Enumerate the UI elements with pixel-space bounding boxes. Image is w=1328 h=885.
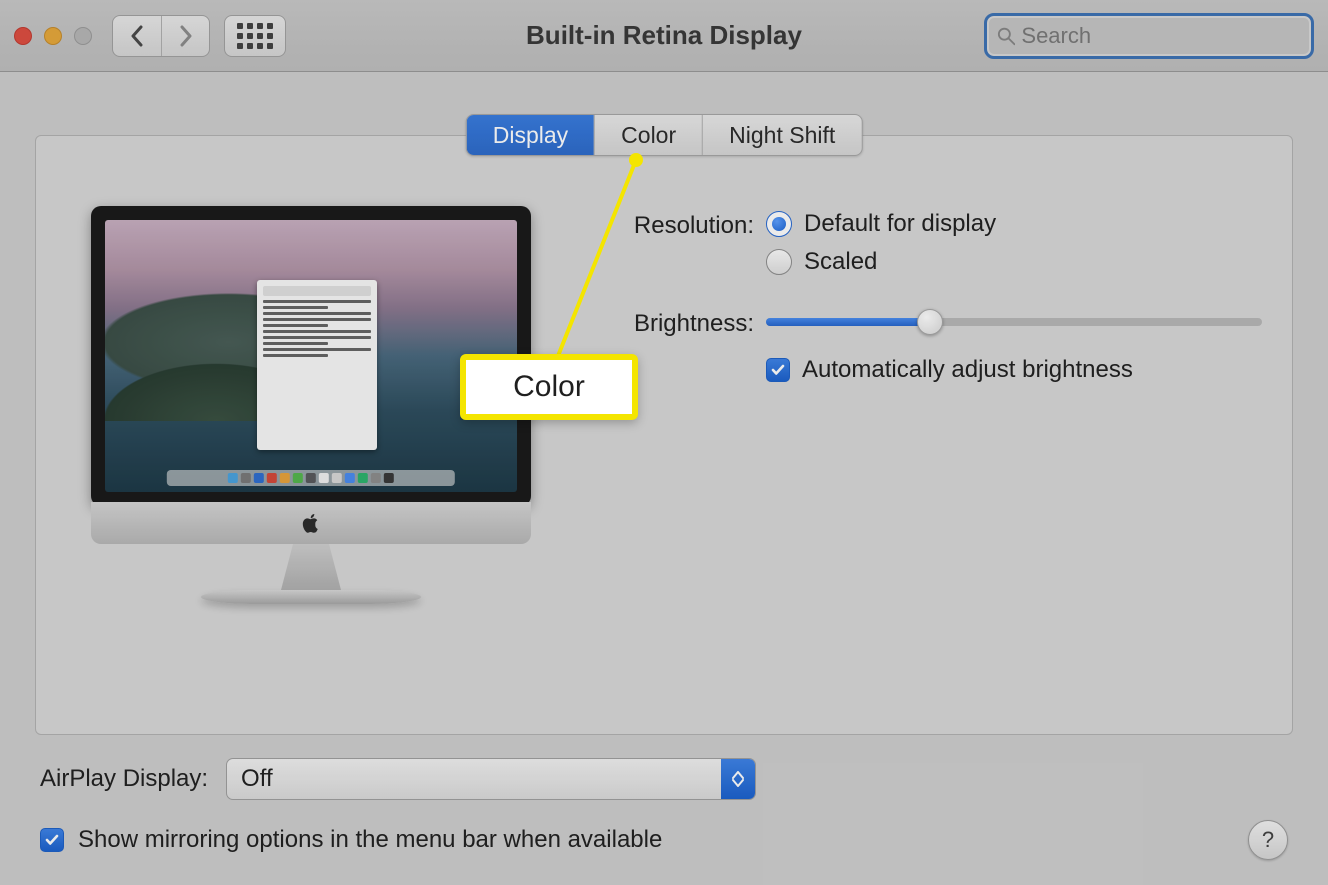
search-field-wrap[interactable]: [984, 13, 1314, 59]
tab-night-shift[interactable]: Night Shift: [702, 115, 861, 155]
tab-display[interactable]: Display: [467, 115, 594, 155]
tab-bar: Display Color Night Shift: [466, 114, 863, 156]
traffic-lights: [14, 27, 92, 45]
radio-unselected-icon: [766, 249, 792, 275]
bottom-controls: AirPlay Display: Off Show mirroring opti…: [40, 758, 1288, 854]
nav-buttons: [112, 15, 210, 57]
chevron-right-icon: [179, 25, 193, 47]
tab-color[interactable]: Color: [594, 115, 702, 155]
brightness-label: Brightness:: [596, 308, 766, 338]
resolution-scaled-option[interactable]: Scaled: [766, 248, 1262, 276]
auto-brightness-checkbox[interactable]: Automatically adjust brightness: [766, 356, 1133, 384]
popup-stepper-icon: [721, 759, 755, 799]
auto-brightness-label: Automatically adjust brightness: [802, 356, 1133, 384]
resolution-label: Resolution:: [596, 210, 766, 240]
dock-icon: [167, 470, 455, 486]
search-input[interactable]: [1021, 23, 1301, 49]
settings-panel: Display Color Night Shift Reso: [35, 135, 1293, 735]
monitor-chin: [91, 502, 531, 544]
apps-grid-icon: [237, 23, 273, 49]
checkbox-checked-icon: [766, 358, 790, 382]
close-button[interactable]: [14, 27, 32, 45]
window-toolbar: Built-in Retina Display: [0, 0, 1328, 72]
textedit-window-icon: [257, 280, 377, 450]
zoom-button[interactable]: [74, 27, 92, 45]
back-button[interactable]: [113, 16, 161, 56]
callout-box: Color: [460, 354, 638, 420]
mirroring-label: Show mirroring options in the menu bar w…: [78, 826, 662, 854]
airplay-value: Off: [227, 765, 721, 793]
airplay-label: AirPlay Display:: [40, 765, 208, 793]
help-button[interactable]: ?: [1248, 820, 1288, 860]
mirroring-checkbox[interactable]: Show mirroring options in the menu bar w…: [40, 826, 1288, 854]
brightness-slider[interactable]: [766, 318, 1262, 326]
resolution-default-label: Default for display: [804, 210, 996, 238]
apple-logo-icon: [302, 513, 320, 533]
minimize-button[interactable]: [44, 27, 62, 45]
chevron-left-icon: [130, 25, 144, 47]
radio-selected-icon: [766, 211, 792, 237]
search-icon: [997, 26, 1015, 46]
display-settings: Resolution: Default for display Scaled B…: [596, 210, 1262, 416]
help-label: ?: [1262, 827, 1274, 853]
monitor-screen: [105, 220, 517, 492]
checkbox-checked-icon: [40, 828, 64, 852]
resolution-scaled-label: Scaled: [804, 248, 877, 276]
slider-thumb[interactable]: [917, 309, 943, 335]
callout-text: Color: [513, 370, 585, 404]
airplay-popup[interactable]: Off: [226, 758, 756, 800]
forward-button[interactable]: [161, 16, 209, 56]
resolution-default-option[interactable]: Default for display: [766, 210, 1262, 238]
show-all-button[interactable]: [224, 15, 286, 57]
